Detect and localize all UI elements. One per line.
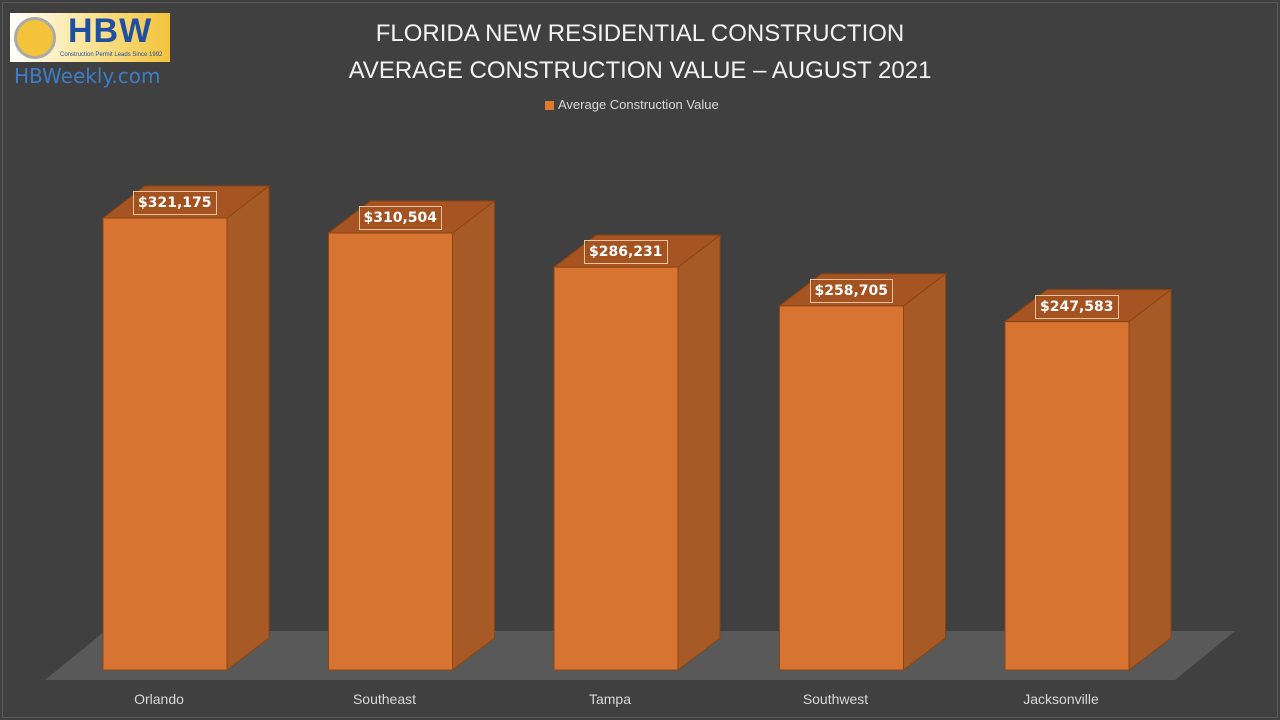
bar-orlando xyxy=(102,217,228,671)
x-tick-label: Tampa xyxy=(588,691,632,707)
bar-tampa xyxy=(553,266,679,671)
logo-text: HBW xyxy=(68,13,153,50)
bar-side xyxy=(226,184,270,672)
data-label: $286,231 xyxy=(584,240,668,265)
x-tick-label: Jacksonville xyxy=(1023,691,1099,707)
legend: Average Construction Value xyxy=(545,97,719,113)
x-tick-label: Southeast xyxy=(352,691,417,707)
bar-southwest xyxy=(779,305,904,671)
bar-side xyxy=(677,234,721,672)
bar-side xyxy=(903,272,946,672)
building-icon xyxy=(14,17,56,59)
chart-subtitle: AVERAGE CONSTRUCTION VALUE – AUGUST 2021 xyxy=(348,57,932,84)
legend-label: Average Construction Value xyxy=(558,97,719,112)
x-tick-label: Southwest xyxy=(802,691,869,707)
legend-swatch xyxy=(545,100,554,110)
data-label: $310,504 xyxy=(358,206,443,231)
hbw-logo: HBW Construction Permit Leads Since 1992 xyxy=(10,13,170,62)
chart-title: FLORIDA NEW RESIDENTIAL CONSTRUCTION xyxy=(375,20,905,47)
data-label: $321,175 xyxy=(133,191,217,215)
bar-jacksonville xyxy=(1004,321,1130,671)
bar-side xyxy=(1128,288,1172,672)
logo-tagline: Construction Permit Leads Since 1992 xyxy=(60,52,163,58)
site-url[interactable]: HBWeekly.com xyxy=(14,64,161,88)
data-label: $258,705 xyxy=(809,278,894,303)
data-label: $247,583 xyxy=(1035,294,1119,319)
x-tick-label: Orlando xyxy=(134,691,184,707)
bar-side xyxy=(452,200,495,672)
bar-southeast xyxy=(328,232,453,671)
